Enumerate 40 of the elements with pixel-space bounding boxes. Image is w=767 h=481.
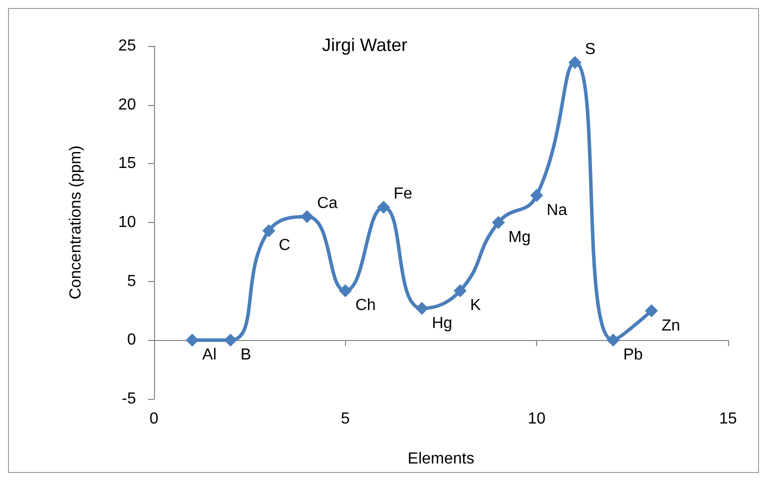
point [300, 210, 314, 224]
annotation: S [584, 40, 596, 58]
annotation: Ch [355, 297, 376, 314]
annotation: C [278, 237, 290, 254]
annotation: Fe [394, 186, 412, 203]
annotation: Ca [317, 195, 338, 212]
point [186, 334, 199, 347]
y-tick-label: 25 [118, 38, 136, 54]
x-axis-title: Elements [408, 450, 474, 468]
y-tick-label: 0 [127, 332, 136, 349]
annotation: Pb [623, 346, 643, 364]
chart-title: Jirgi Water [322, 35, 408, 55]
point [644, 304, 658, 318]
point [338, 284, 352, 298]
point [415, 302, 428, 315]
annotation: Zn [661, 317, 680, 334]
annotation: Mg [508, 229, 531, 246]
x-tick-label: 5 [340, 410, 350, 428]
point [492, 216, 505, 229]
x-tick-label: 0 [150, 410, 159, 428]
x-tick-label: 10 [528, 410, 546, 428]
y-tick-label: 15 [118, 155, 136, 172]
annotation: Hg [432, 314, 452, 332]
y-tick-label: -5 [122, 390, 136, 408]
annotation: Al [202, 346, 216, 364]
point [568, 56, 582, 69]
annotation: K [470, 297, 482, 314]
point [606, 334, 620, 347]
point [530, 188, 544, 202]
x-tick-label: 15 [719, 410, 737, 428]
y-tick-label: 20 [118, 96, 136, 114]
y-axis-title: Concentrations (ppm) [68, 146, 84, 300]
y-tick-label: 10 [118, 214, 136, 231]
annotation: B [240, 346, 252, 364]
y-tick-label: 5 [127, 272, 136, 290]
point [262, 224, 276, 238]
point [224, 334, 238, 347]
point [377, 200, 390, 214]
annotation: Na [546, 202, 568, 219]
point [454, 284, 467, 298]
